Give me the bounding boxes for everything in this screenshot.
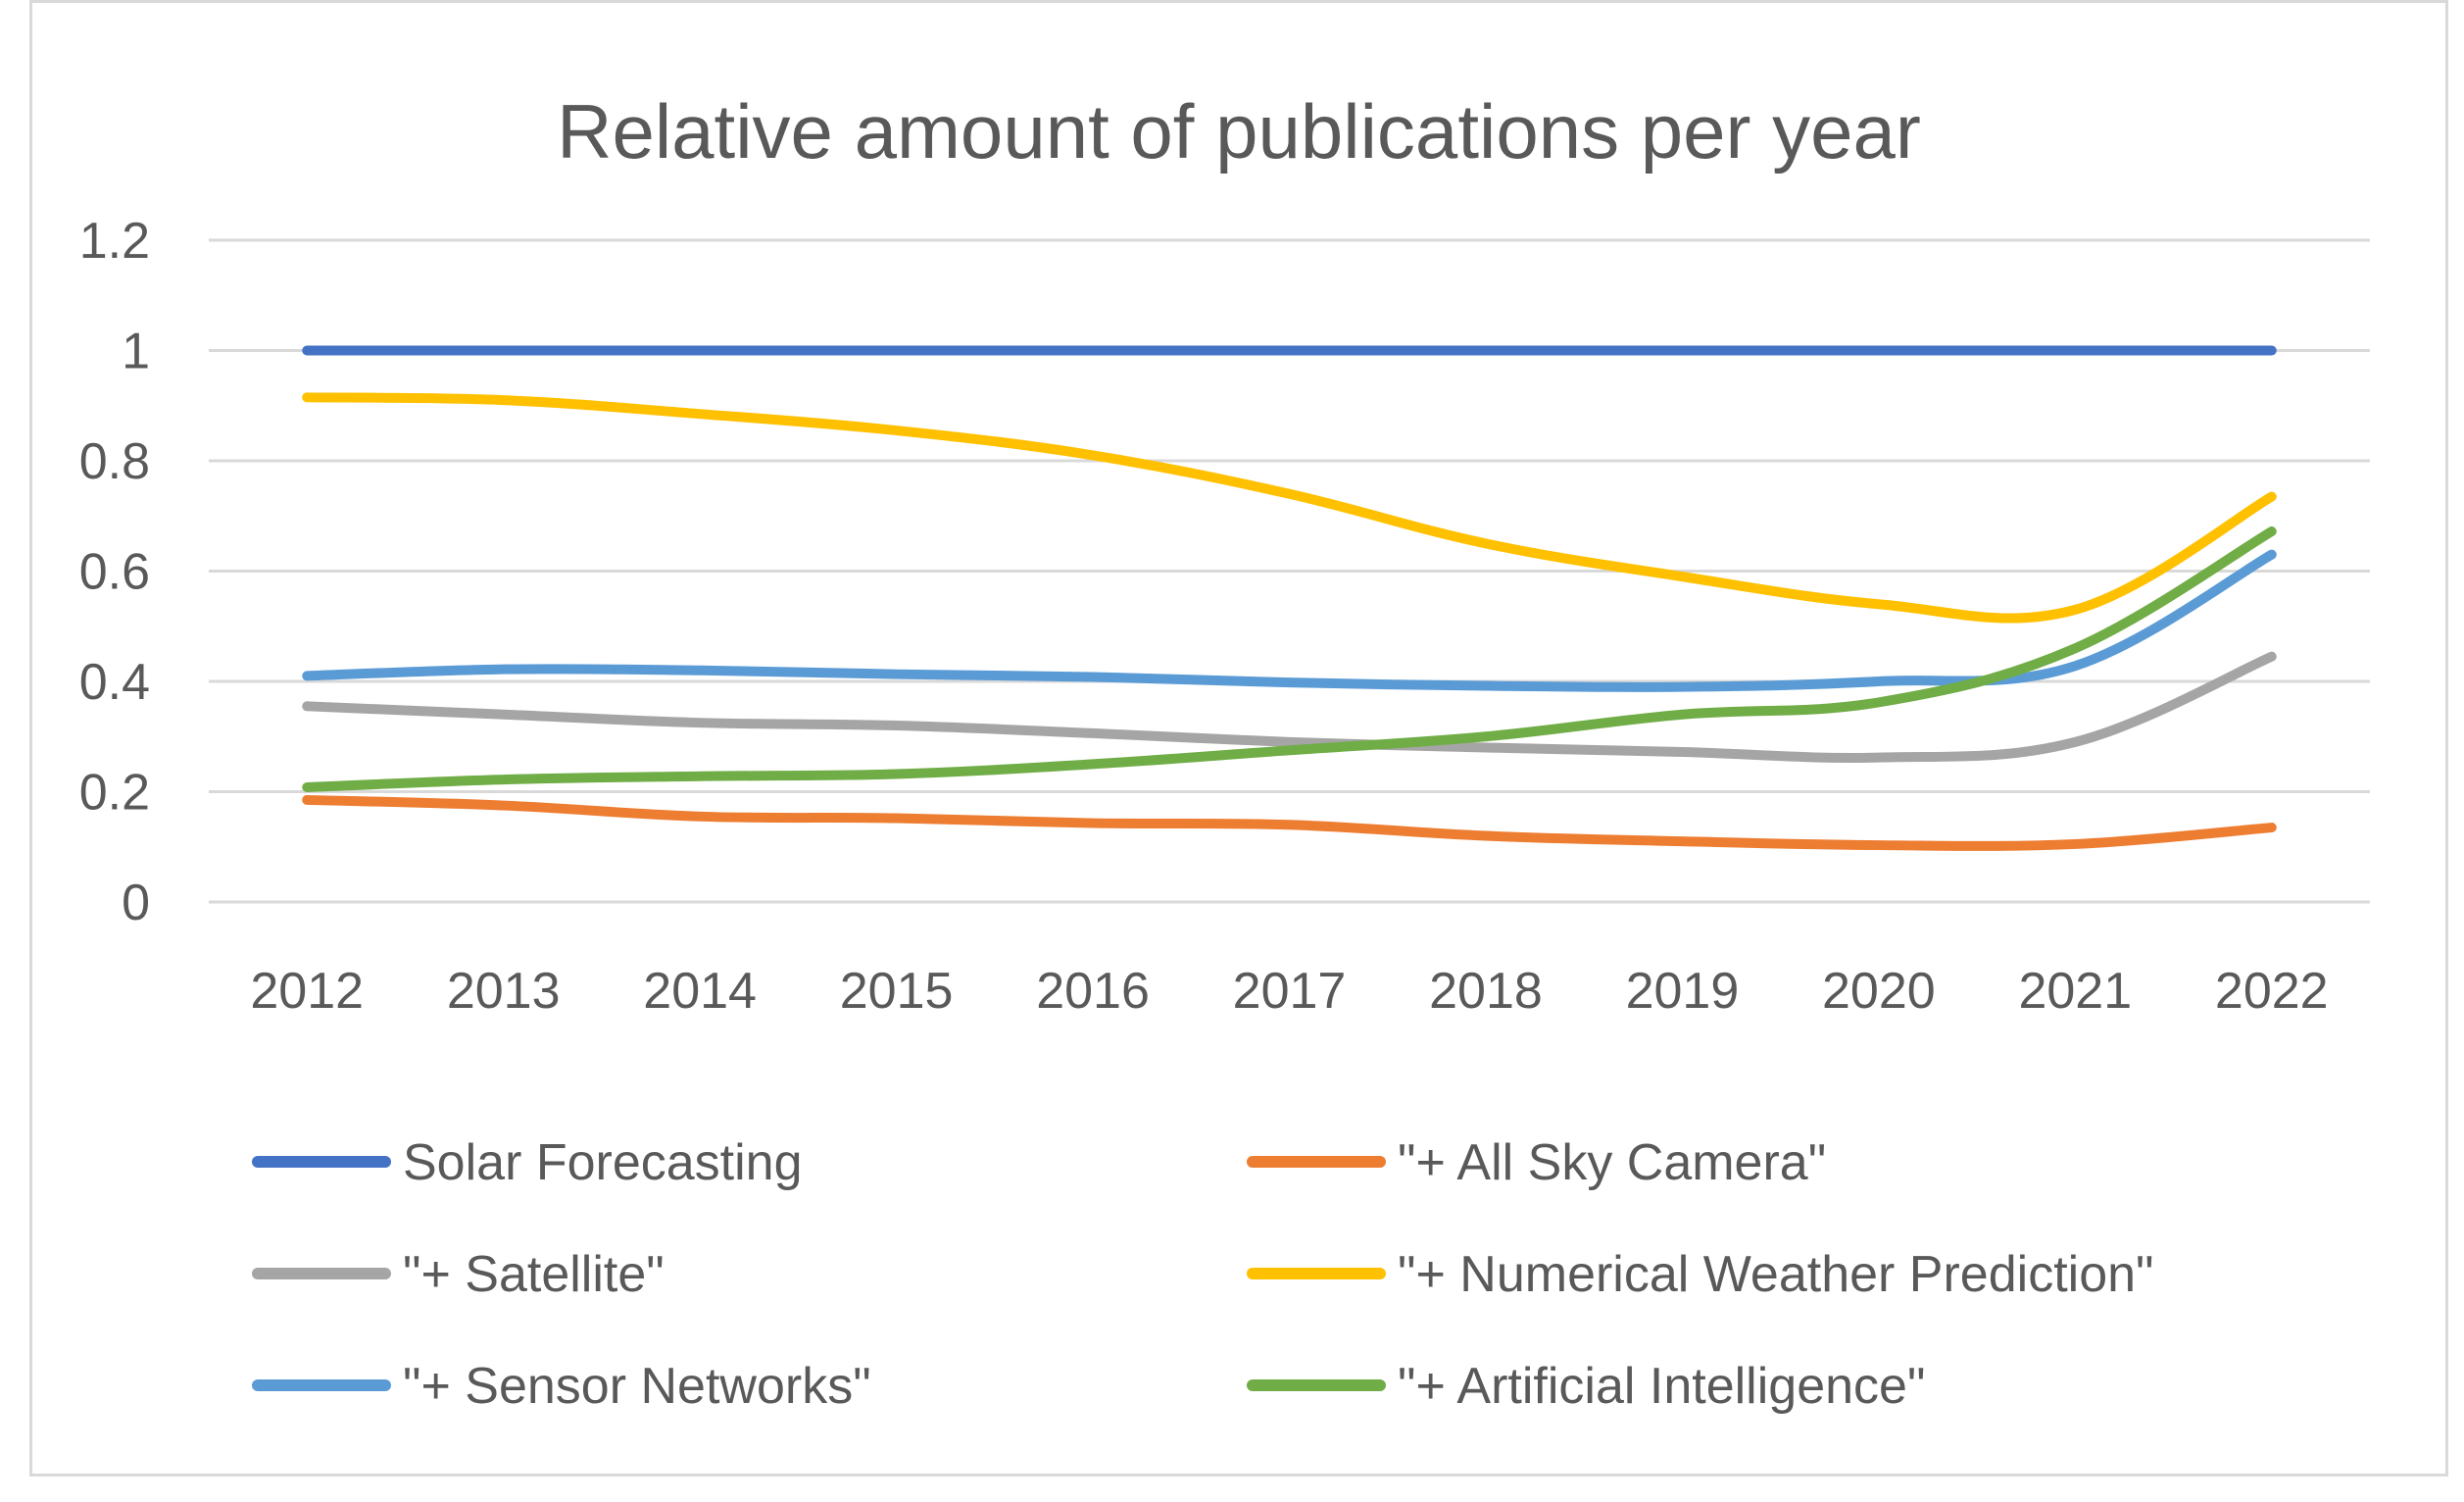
legend-label: "+ Artificial Intelligence" bbox=[1398, 1358, 1925, 1415]
y-axis-tick-labels: 0 0.2 0.4 0.6 0.8 1 1.2 bbox=[79, 213, 150, 931]
legend-label: Solar Forecasting bbox=[403, 1134, 803, 1191]
x-tick-label: 2012 bbox=[250, 963, 364, 1020]
x-tick-label: 2022 bbox=[2215, 963, 2329, 1020]
y-tick-label: 0.8 bbox=[79, 433, 150, 490]
series-line bbox=[302, 526, 2277, 792]
legend-label: "+ All Sky Camera" bbox=[1398, 1134, 1826, 1191]
series-line bbox=[302, 549, 2277, 692]
legend-label: "+ Sensor Networks" bbox=[403, 1358, 871, 1415]
legend: Solar Forecasting "+ All Sky Camera" "+ Sa… bbox=[252, 1134, 2154, 1415]
x-axis-tick-labels: 2012 2013 2014 2015 2016 2017 2018 2019 2020 2021… bbox=[250, 963, 2328, 1020]
legend-label: "+ Satellite" bbox=[403, 1246, 665, 1303]
y-tick-label: 0.4 bbox=[79, 654, 150, 711]
chart-frame: Relative amount of publications per year… bbox=[29, 0, 2448, 1477]
x-tick-label: 2018 bbox=[1429, 963, 1543, 1020]
legend-label: "+ Numerical Weather Prediction" bbox=[1398, 1246, 2154, 1303]
series-line bbox=[302, 651, 2277, 763]
y-tick-label: 0.6 bbox=[79, 544, 150, 601]
series-line bbox=[302, 794, 2277, 851]
x-tick-label: 2017 bbox=[1233, 963, 1347, 1020]
y-tick-label: 1 bbox=[122, 324, 150, 380]
line-chart: Relative amount of publications per year… bbox=[79, 88, 2370, 1415]
x-tick-label: 2019 bbox=[1626, 963, 1740, 1020]
y-tick-label: 0 bbox=[122, 875, 150, 931]
x-tick-label: 2016 bbox=[1036, 963, 1150, 1020]
chart-title: Relative amount of publications per year bbox=[557, 88, 1921, 175]
x-tick-label: 2020 bbox=[1822, 963, 1936, 1020]
series-lines bbox=[302, 345, 2277, 851]
y-tick-label: 1.2 bbox=[79, 213, 150, 270]
x-tick-label: 2013 bbox=[447, 963, 561, 1020]
series-line bbox=[302, 392, 2277, 624]
x-tick-label: 2014 bbox=[643, 963, 757, 1020]
y-tick-label: 0.2 bbox=[79, 765, 150, 822]
x-tick-label: 2015 bbox=[840, 963, 954, 1020]
x-tick-label: 2021 bbox=[2018, 963, 2132, 1020]
